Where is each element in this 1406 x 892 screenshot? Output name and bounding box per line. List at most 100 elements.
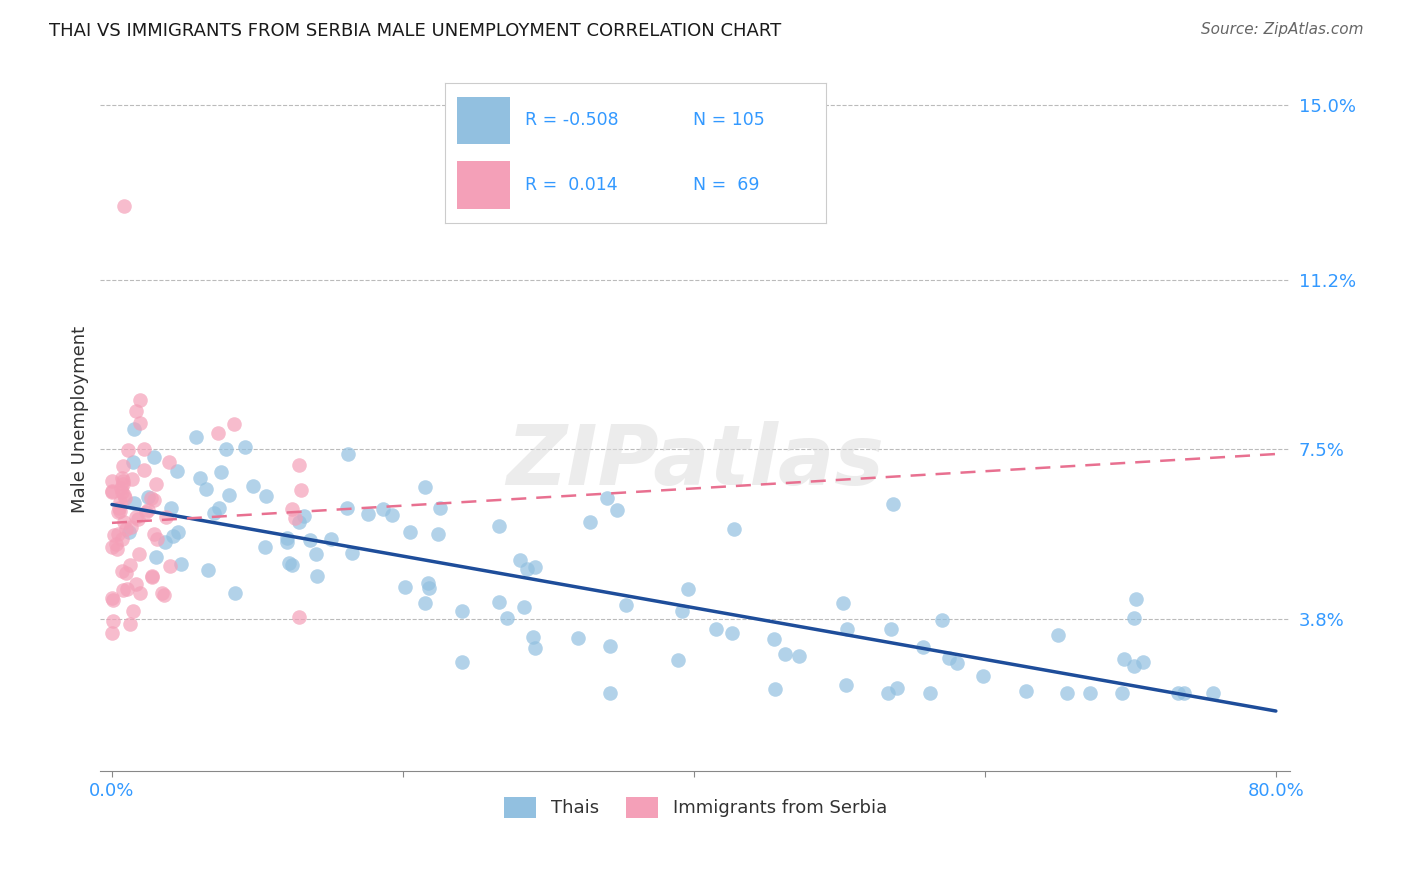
Point bbox=[516, 562, 538, 576]
Point bbox=[762, 632, 785, 647]
Point bbox=[288, 515, 311, 529]
Point bbox=[134, 463, 156, 477]
Point bbox=[218, 488, 240, 502]
Point bbox=[145, 532, 167, 546]
Point bbox=[121, 472, 143, 486]
Point bbox=[215, 442, 238, 457]
Point bbox=[115, 522, 138, 536]
Point bbox=[599, 686, 621, 700]
Point bbox=[614, 599, 637, 613]
Point bbox=[450, 604, 472, 618]
Point bbox=[208, 501, 231, 516]
Point bbox=[666, 653, 689, 667]
Point bbox=[155, 509, 177, 524]
Point bbox=[129, 393, 152, 408]
Point bbox=[111, 458, 134, 473]
Point bbox=[524, 641, 547, 656]
Point bbox=[101, 626, 124, 640]
Point bbox=[143, 526, 166, 541]
Point bbox=[418, 581, 440, 595]
Point bbox=[763, 682, 786, 697]
Point bbox=[280, 502, 302, 516]
Point bbox=[789, 649, 811, 664]
Point bbox=[170, 557, 193, 571]
Point bbox=[132, 442, 155, 456]
Point bbox=[276, 534, 298, 549]
Point bbox=[107, 526, 129, 541]
Point bbox=[242, 479, 264, 493]
Point bbox=[567, 631, 589, 645]
Point bbox=[606, 503, 628, 517]
Point bbox=[107, 505, 129, 519]
Point bbox=[108, 504, 131, 518]
Point bbox=[111, 564, 134, 578]
Point bbox=[202, 506, 225, 520]
Point bbox=[1111, 686, 1133, 700]
Point bbox=[120, 617, 142, 632]
Point bbox=[336, 501, 359, 516]
Point bbox=[108, 495, 131, 509]
Point bbox=[101, 483, 124, 498]
Point bbox=[127, 511, 149, 525]
Point bbox=[938, 651, 960, 665]
Point bbox=[115, 566, 138, 581]
Point bbox=[427, 527, 450, 541]
Point bbox=[145, 477, 167, 491]
Point bbox=[112, 199, 135, 213]
Point bbox=[288, 610, 311, 624]
Point bbox=[159, 558, 181, 573]
Point bbox=[197, 563, 219, 577]
Point bbox=[706, 622, 728, 636]
Point bbox=[142, 492, 165, 507]
Point bbox=[1056, 686, 1078, 700]
Point bbox=[832, 596, 855, 610]
Point bbox=[103, 528, 125, 542]
Text: THAI VS IMMIGRANTS FROM SERBIA MALE UNEMPLOYMENT CORRELATION CHART: THAI VS IMMIGRANTS FROM SERBIA MALE UNEM… bbox=[49, 22, 782, 40]
Point bbox=[599, 640, 621, 654]
Point bbox=[1125, 591, 1147, 606]
Point bbox=[886, 681, 908, 696]
Point bbox=[111, 477, 134, 491]
Point bbox=[145, 549, 167, 564]
Point bbox=[122, 495, 145, 509]
Point bbox=[136, 490, 159, 504]
Point bbox=[120, 519, 142, 533]
Point bbox=[101, 475, 124, 489]
Point bbox=[110, 532, 132, 546]
Point bbox=[118, 525, 141, 540]
Point bbox=[277, 556, 299, 570]
Point bbox=[101, 615, 124, 629]
Point bbox=[835, 622, 858, 636]
Point bbox=[110, 481, 132, 495]
Point bbox=[254, 489, 277, 503]
Y-axis label: Male Unemployment: Male Unemployment bbox=[72, 326, 89, 513]
Point bbox=[294, 509, 316, 524]
Point bbox=[1202, 686, 1225, 700]
Point bbox=[415, 480, 437, 494]
Point bbox=[253, 541, 276, 555]
Point bbox=[188, 471, 211, 485]
Point bbox=[1167, 686, 1189, 700]
Point bbox=[162, 529, 184, 543]
Point bbox=[371, 502, 394, 516]
Point bbox=[912, 640, 935, 654]
Text: ZIPatlas: ZIPatlas bbox=[506, 421, 884, 502]
Point bbox=[125, 577, 148, 591]
Point bbox=[1173, 686, 1195, 700]
Point bbox=[513, 600, 536, 615]
Point bbox=[224, 586, 246, 600]
Point bbox=[129, 416, 152, 430]
Point bbox=[1123, 659, 1146, 673]
Point bbox=[429, 501, 451, 516]
Point bbox=[194, 482, 217, 496]
Point bbox=[101, 592, 124, 607]
Point bbox=[972, 669, 994, 683]
Point bbox=[125, 404, 148, 418]
Point bbox=[135, 505, 157, 519]
Point bbox=[111, 485, 134, 500]
Point bbox=[495, 610, 517, 624]
Point bbox=[1014, 683, 1036, 698]
Text: Source: ZipAtlas.com: Source: ZipAtlas.com bbox=[1201, 22, 1364, 37]
Point bbox=[288, 458, 311, 472]
Point bbox=[166, 524, 188, 539]
